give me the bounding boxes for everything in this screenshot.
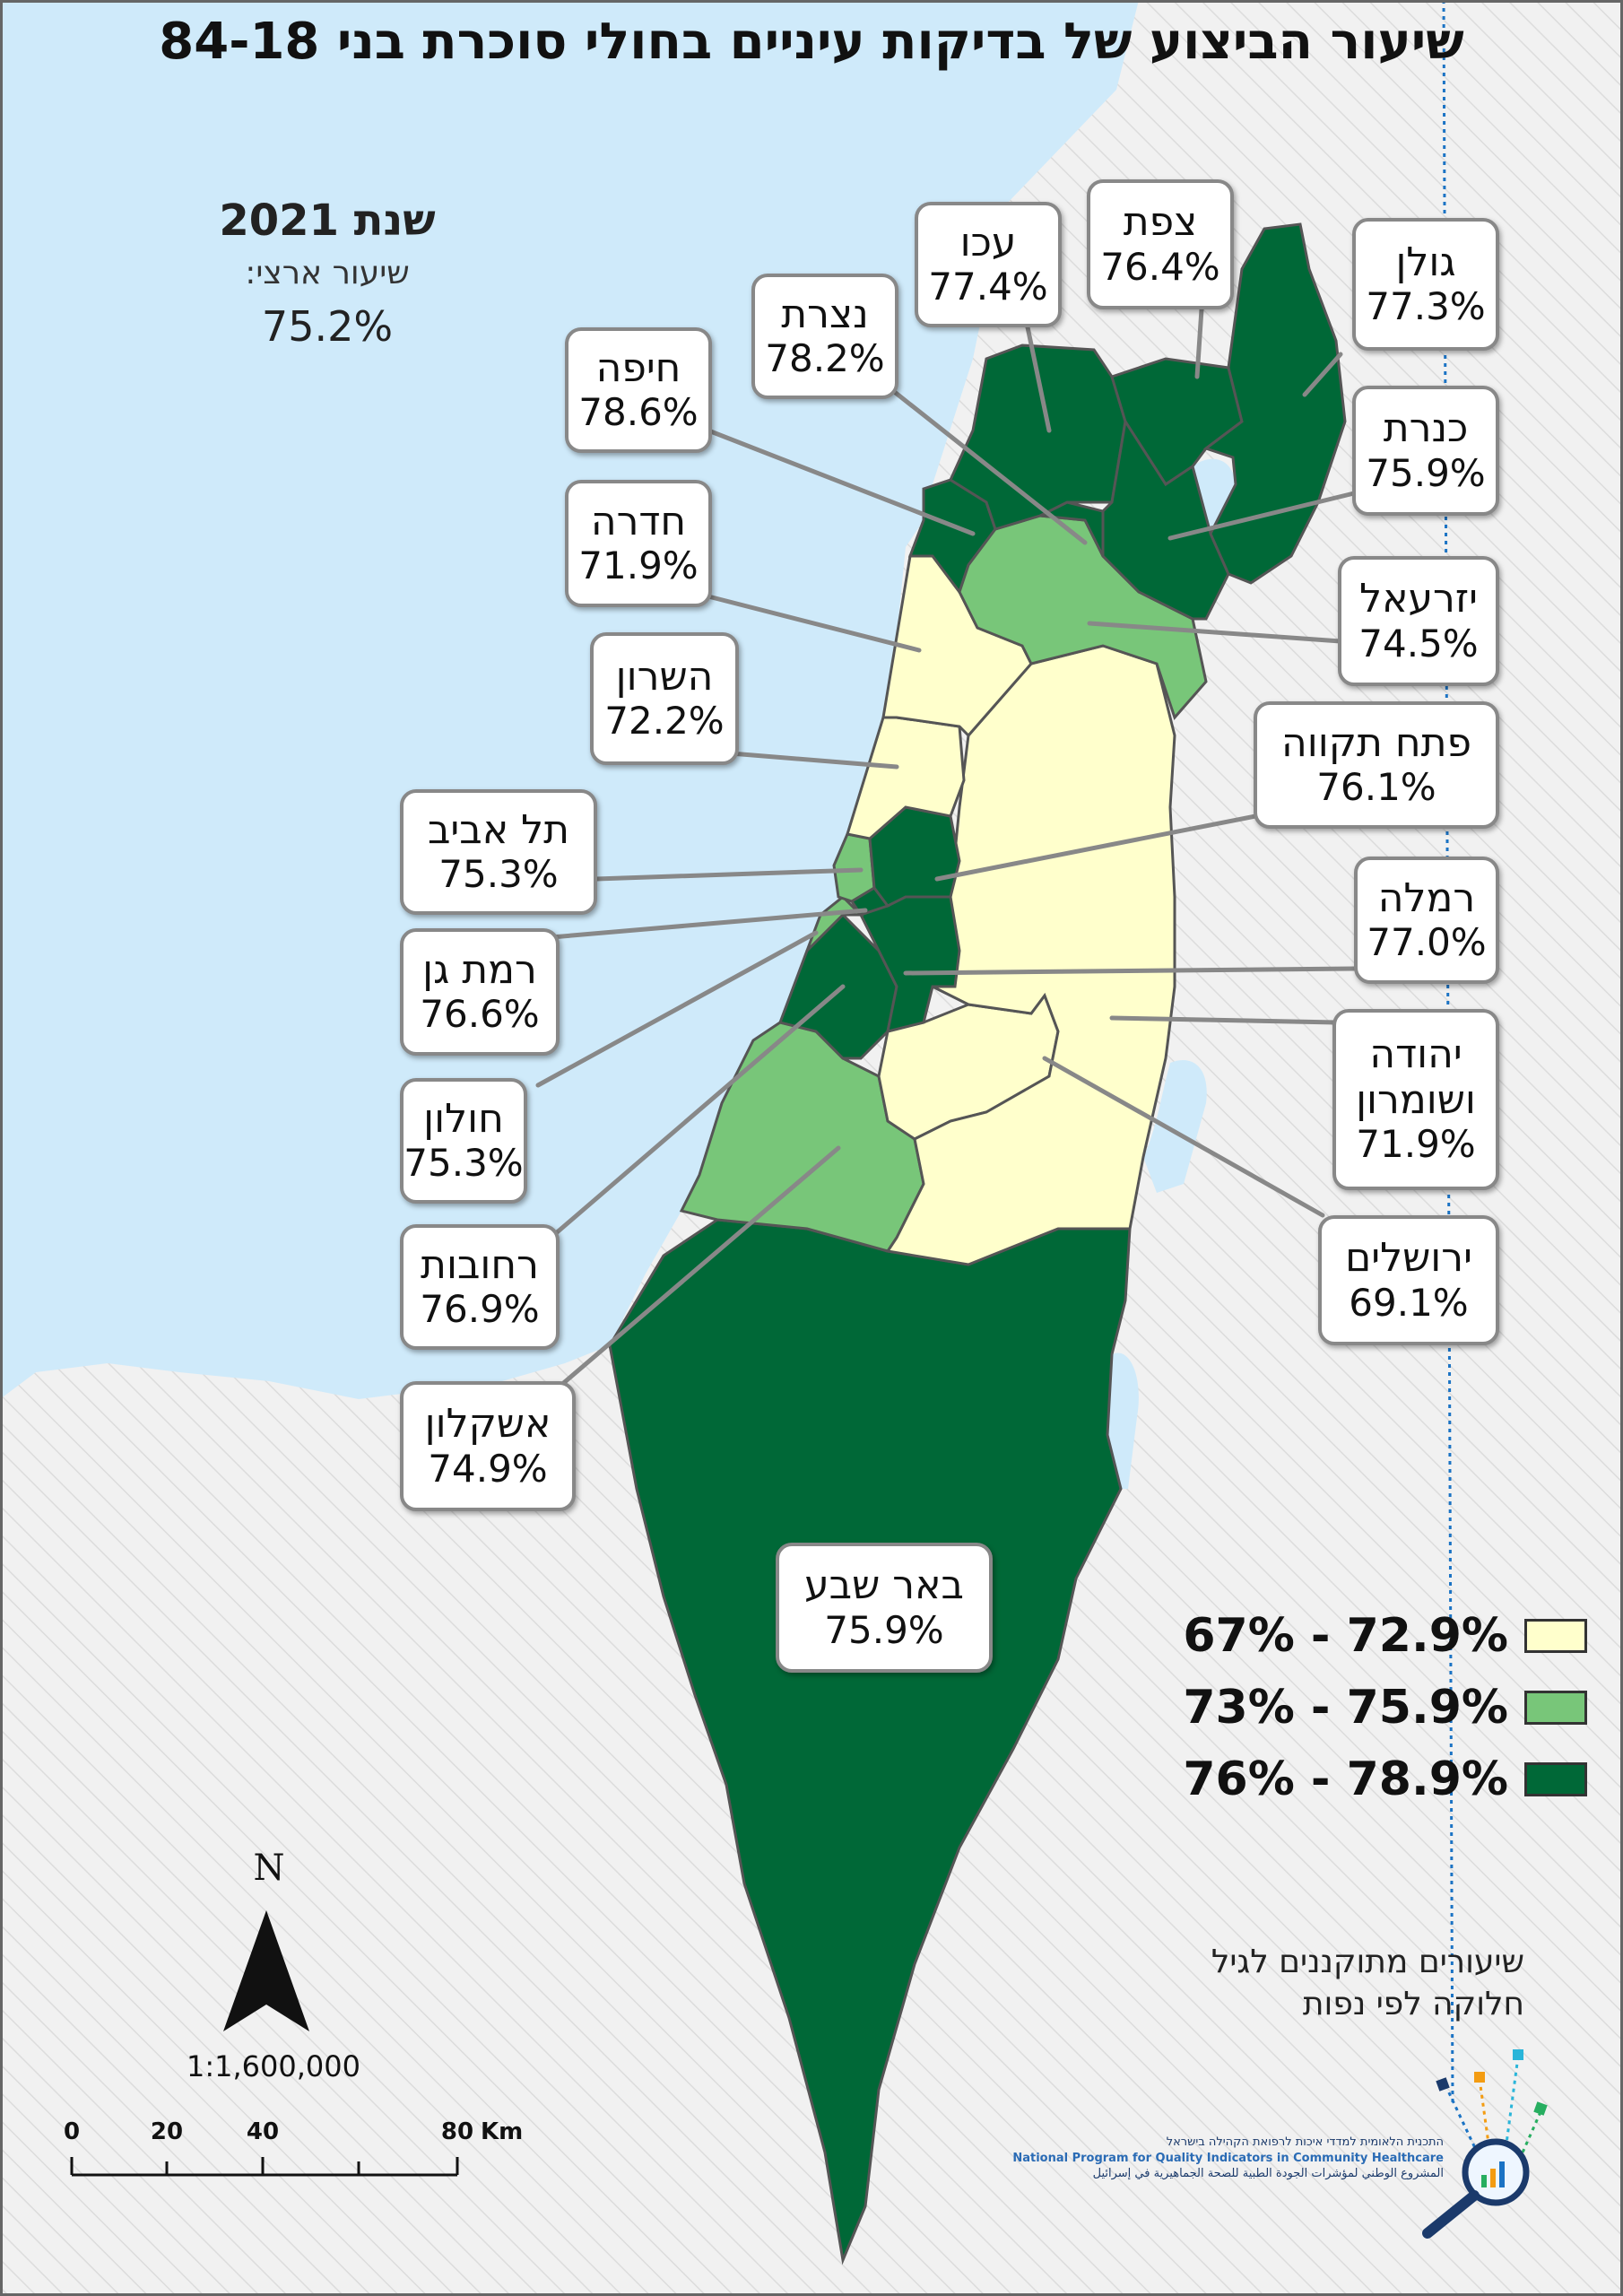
callout-name: עכו [959, 219, 1017, 265]
callout-value: 71.9% [1356, 1122, 1476, 1167]
north-label: N [253, 1848, 285, 1889]
callout-name: תל אביב [427, 806, 570, 853]
leader-lines [535, 307, 1357, 1388]
callout-nazareth: נצרת 78.2% [751, 274, 898, 399]
callout-value: 74.9% [428, 1446, 548, 1491]
scale-tick-80: 80 [440, 2118, 474, 2145]
org-credit: התכנית הלאומית למדדי איכות לרפואת הקהילה… [968, 2135, 1444, 2182]
legend-row-high: 76% - 78.9% [1130, 1752, 1587, 1806]
org-name-hebrew: התכנית הלאומית למדדי איכות לרפואת הקהילה… [1166, 2135, 1444, 2149]
legend-label: 76% - 78.9% [1183, 1752, 1508, 1806]
north-arrow [223, 1910, 309, 2031]
legend-row-mid: 73% - 75.9% [1130, 1681, 1587, 1735]
callout-ramla: רמלה 77.0% [1354, 857, 1499, 984]
callout-value: 74.5% [1358, 621, 1479, 665]
region-judea-samaria [885, 644, 1176, 1266]
callout-name: פתח תקווה [1281, 719, 1471, 766]
callout-value: 77.4% [928, 265, 1048, 309]
national-value: 75.2% [261, 302, 394, 351]
callout-holon: חולון 75.3% [400, 1078, 527, 1204]
legend: 67% - 72.9% 73% - 75.9% 76% - 78.9% [1130, 1609, 1587, 1825]
callout-name: רחובות [421, 1241, 539, 1288]
callout-value: 78.6% [578, 390, 699, 435]
callout-value: 75.9% [824, 1607, 944, 1652]
callout-name: יהודה ושומרון [1356, 1031, 1476, 1123]
callout-name: יזרעאל [1359, 576, 1478, 622]
methodology-note: שיעורים מתוקננים לגיל חלוקה לפי נפות [1211, 1944, 1524, 2022]
legend-swatch-mid [1524, 1691, 1587, 1725]
callout-name: כנרת [1383, 405, 1469, 452]
scale-ratio: 1:1,600,000 [187, 2049, 360, 2083]
callout-name: צפת [1123, 199, 1198, 246]
region-kinneret [1101, 417, 1230, 621]
scale-tick-20: 20 [150, 2118, 184, 2145]
legend-swatch-low [1524, 1619, 1587, 1653]
callout-judea-samaria: יהודה ושומרון 71.9% [1332, 1009, 1499, 1190]
callout-name: השרון [615, 653, 714, 700]
callout-ramat-gan: רמת גן 76.6% [400, 928, 560, 1056]
scale-bar [70, 2157, 459, 2177]
callout-haifa: חיפה 78.6% [565, 327, 712, 453]
callout-value: 78.2% [765, 336, 885, 381]
callout-tel-aviv: תל אביב 75.3% [400, 789, 597, 915]
callout-value: 76.9% [420, 1287, 540, 1332]
callout-rehovot: רחובות 76.9% [400, 1224, 560, 1350]
callout-name: רמת גן [422, 946, 537, 993]
callout-jerusalem: ירושלים 69.1% [1318, 1215, 1499, 1345]
callout-value: 75.3% [404, 1141, 524, 1186]
callout-value: 76.6% [420, 992, 540, 1037]
callout-value: 75.9% [1366, 450, 1486, 495]
map-title: שיעור הביצוע של בדיקות עיניים בחולי סוכר… [159, 13, 1464, 71]
callout-value: 77.0% [1367, 920, 1487, 965]
callout-value: 77.3% [1366, 284, 1486, 329]
callout-name: אשקלון [424, 1401, 551, 1448]
national-label: שיעור ארצי: [245, 255, 410, 291]
callout-value: 76.1% [1316, 765, 1436, 810]
callout-name: חולון [423, 1095, 504, 1142]
legend-label: 67% - 72.9% [1183, 1609, 1508, 1663]
callout-golan: גולן 77.3% [1352, 218, 1499, 351]
callout-name: ירושלים [1345, 1235, 1472, 1282]
callout-beersheva: באר שבע 75.9% [776, 1543, 993, 1673]
callout-name: נצרת [781, 291, 869, 337]
legend-row-low: 67% - 72.9% [1130, 1609, 1587, 1663]
year-block: שנת 2021 שיעור ארצי: 75.2% [161, 196, 493, 351]
dead-sea [1143, 1060, 1207, 1193]
region-akko [949, 344, 1127, 531]
org-name-english: National Program for Quality Indicators … [1012, 2151, 1444, 2165]
callout-value: 71.9% [578, 544, 699, 588]
org-name-arabic: المشروع الوطني لمؤشرات الجودة الطبية للص… [1092, 2167, 1444, 2181]
callout-value: 72.2% [604, 699, 725, 744]
callout-name: רמלה [1377, 874, 1476, 921]
callout-kinneret: כנרת 75.9% [1352, 386, 1499, 516]
callout-value: 76.4% [1100, 244, 1220, 289]
callout-name: באר שבע [804, 1562, 964, 1609]
scale-unit: Km [481, 2118, 524, 2145]
scale-tick-0: 0 [63, 2118, 81, 2145]
region-golan [1202, 222, 1347, 585]
year-label: שנת 2021 [219, 196, 436, 246]
callout-sharon: השרון 72.2% [590, 632, 739, 765]
callout-petah-tikva: פתח תקווה 76.1% [1254, 701, 1499, 829]
callout-name: גולן [1395, 239, 1456, 285]
callout-yizreel: יזרעאל 74.5% [1338, 556, 1499, 686]
callout-tzfat: צפת 76.4% [1087, 179, 1234, 309]
callout-hadera: חדרה 71.9% [565, 480, 712, 607]
callout-akko: עכו 77.4% [915, 202, 1062, 327]
callout-name: חדרה [590, 498, 687, 544]
callout-value: 75.3% [438, 852, 559, 897]
callout-value: 69.1% [1349, 1280, 1469, 1325]
callout-ashkelon: אשקלון 74.9% [400, 1381, 576, 1511]
legend-label: 73% - 75.9% [1183, 1681, 1508, 1735]
legend-swatch-high [1524, 1762, 1587, 1796]
callout-name: חיפה [595, 344, 681, 391]
scale-tick-40: 40 [246, 2118, 280, 2145]
